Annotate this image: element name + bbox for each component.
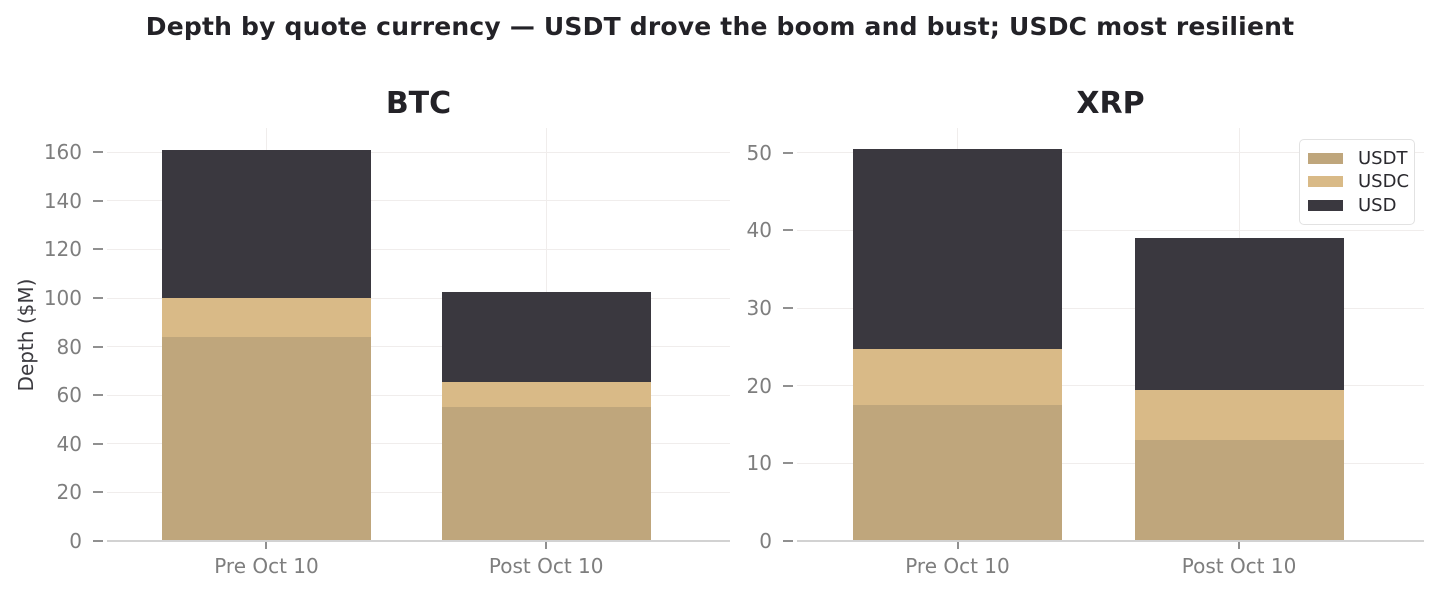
y-tick-label: 80 bbox=[56, 334, 82, 359]
legend: USDT USDC USD bbox=[1299, 139, 1415, 225]
legend-label: USDC bbox=[1358, 171, 1410, 193]
bar-post-oct-10-usdc bbox=[1134, 389, 1344, 441]
bar-pre-oct-10-usd bbox=[853, 148, 1062, 350]
y-tick-label: 140 bbox=[43, 188, 82, 213]
bar-pre-oct-10-usdc bbox=[853, 349, 1062, 406]
legend-label: USD bbox=[1358, 194, 1397, 216]
x-axis-line bbox=[797, 540, 1424, 542]
y-tick-mark bbox=[783, 462, 793, 465]
usdc-swatch-icon bbox=[1308, 176, 1343, 188]
y-tick-mark bbox=[783, 307, 793, 310]
gridline-y-140 bbox=[107, 200, 730, 202]
y-tick-label: 10 bbox=[746, 451, 772, 476]
y-tick-mark bbox=[93, 540, 103, 542]
y-tick-mark bbox=[93, 345, 103, 348]
y-tick-label: 20 bbox=[746, 373, 772, 398]
y-tick-label: 120 bbox=[43, 237, 82, 262]
subplot-title-xrp: XRP bbox=[1076, 86, 1145, 121]
gridline-y-80 bbox=[107, 346, 730, 348]
y-tick-mark bbox=[93, 151, 103, 154]
y-tick-label: 20 bbox=[56, 480, 82, 505]
y-tick-label: 50 bbox=[746, 140, 772, 165]
x-tick-mark bbox=[265, 542, 268, 549]
y-tick-label: 30 bbox=[746, 296, 772, 321]
x-tick-label-pre-oct-10: Pre Oct 10 bbox=[214, 554, 319, 578]
y-tick-mark bbox=[783, 540, 793, 542]
figure-title: Depth by quote currency — USDT drove the… bbox=[145, 12, 1295, 41]
y-tick-label: 100 bbox=[43, 286, 82, 311]
y-tick-mark bbox=[783, 229, 793, 232]
y-tick-label: 60 bbox=[56, 383, 82, 408]
x-tick-mark bbox=[956, 542, 959, 549]
bar-post-oct-10-usdt bbox=[441, 407, 651, 541]
usdt-swatch-icon bbox=[1308, 153, 1343, 165]
x-axis-line bbox=[107, 540, 730, 542]
gridline-y-120 bbox=[107, 248, 730, 250]
y-tick-mark bbox=[93, 199, 103, 202]
bar-pre-oct-10-usdt bbox=[161, 336, 371, 541]
gridline-y-20 bbox=[797, 385, 1424, 387]
x-tick-mark bbox=[545, 542, 548, 549]
gridline-y-40 bbox=[797, 229, 1424, 231]
bar-pre-oct-10-usdc bbox=[161, 298, 371, 337]
bar-post-oct-10-usd bbox=[1134, 238, 1344, 390]
gridline-y-50 bbox=[797, 152, 1424, 154]
y-tick-mark bbox=[93, 491, 103, 494]
x-tick-label-post-oct-10: Post Oct 10 bbox=[488, 554, 604, 578]
y-tick-label: 160 bbox=[43, 140, 82, 165]
usd-swatch-icon bbox=[1308, 199, 1343, 211]
gridline-y-160 bbox=[107, 151, 730, 153]
y-tick-mark bbox=[93, 394, 103, 397]
y-tick-mark bbox=[783, 151, 793, 154]
legend-label: USDT bbox=[1358, 148, 1408, 170]
bar-post-oct-10-usdc bbox=[441, 381, 651, 408]
gridline-y-20 bbox=[107, 491, 730, 493]
gridline-y-60 bbox=[107, 394, 730, 396]
y-tick-mark bbox=[783, 384, 793, 387]
bar-post-oct-10-usd bbox=[441, 291, 651, 382]
y-tick-label: 40 bbox=[746, 218, 772, 243]
y-tick-mark bbox=[93, 442, 103, 445]
y-tick-mark bbox=[93, 297, 103, 300]
legend-item-usdt: USDT bbox=[1308, 147, 1408, 170]
gridline-y-40 bbox=[107, 443, 730, 445]
gridline-y-10 bbox=[797, 462, 1424, 464]
y-tick-label: 40 bbox=[56, 431, 82, 456]
gridline-y-100 bbox=[107, 297, 730, 299]
bar-post-oct-10-usdt bbox=[1134, 440, 1344, 541]
subplot-title-btc: BTC bbox=[385, 86, 452, 121]
y-tick-label: 0 bbox=[759, 529, 772, 553]
x-tick-mark bbox=[1238, 542, 1241, 549]
x-tick-label-post-oct-10: Post Oct 10 bbox=[1181, 554, 1297, 578]
bar-pre-oct-10-usdt bbox=[853, 405, 1062, 541]
x-tick-label-pre-oct-10: Pre Oct 10 bbox=[905, 554, 1010, 578]
legend-item-usd: USD bbox=[1308, 194, 1406, 217]
bar-pre-oct-10-usd bbox=[161, 149, 371, 299]
legend-item-usdc: USDC bbox=[1308, 170, 1410, 193]
gridline-y-30 bbox=[797, 307, 1424, 309]
y-tick-label: 0 bbox=[69, 529, 82, 553]
y-tick-mark bbox=[93, 248, 103, 251]
